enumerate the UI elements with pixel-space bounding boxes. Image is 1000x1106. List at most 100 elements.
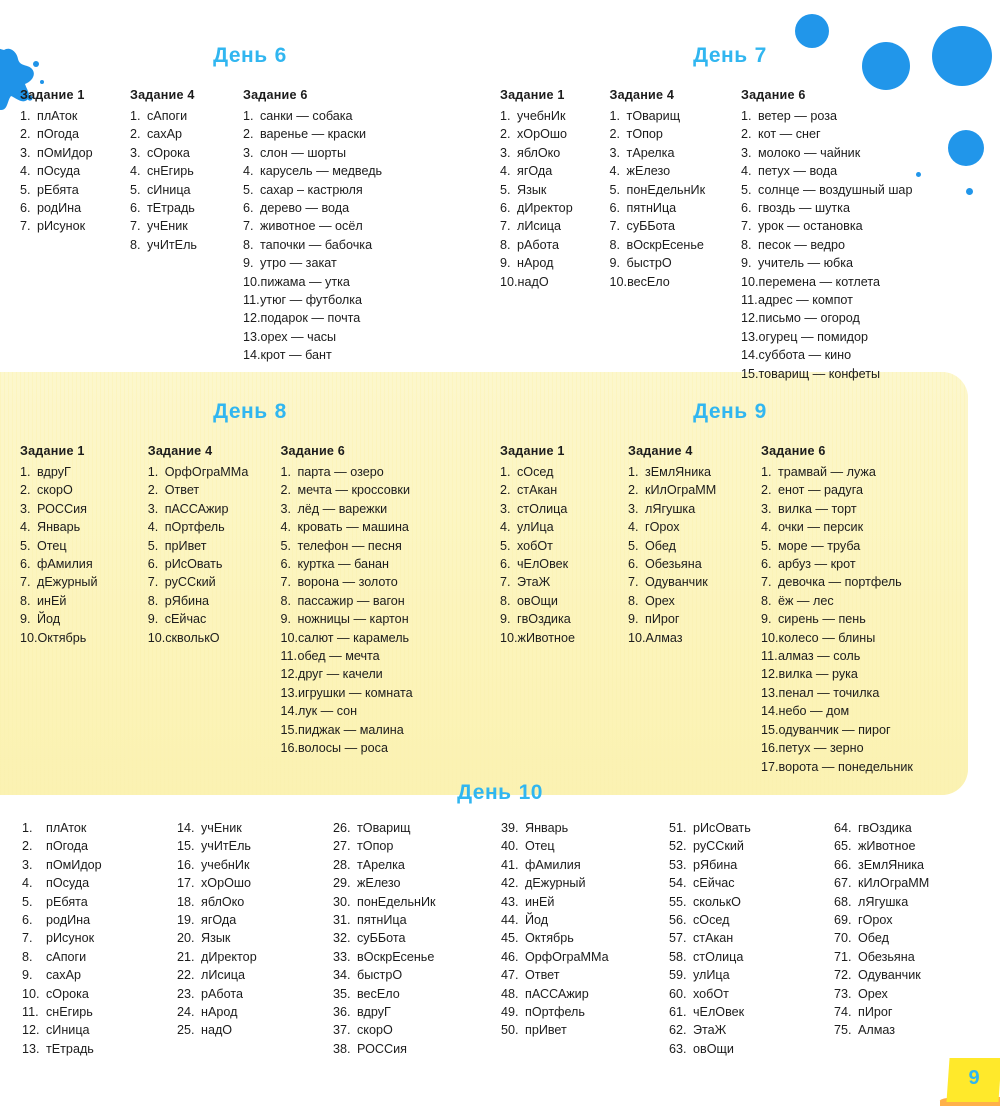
- list-item: 15. учИтЕль: [177, 839, 251, 854]
- list-item: 4. жЕлезо: [609, 164, 671, 179]
- column-heading: Задание 4: [628, 444, 693, 458]
- list-item: 24. нАрод: [177, 1005, 238, 1020]
- day-block-6: День 6 Задание 1 1. плАток 2. пОгода 3. пОмИ…: [20, 44, 490, 365]
- list-item: 3. вилка — торт: [761, 501, 857, 516]
- list-item: 17. хОрОшо: [177, 876, 251, 891]
- list-item: 20. Язык: [177, 931, 231, 946]
- list-item: 7. урок — остановка: [741, 219, 863, 234]
- list-item: 23. рАбота: [177, 986, 243, 1001]
- list-item: 7. животное — осёл: [243, 219, 363, 234]
- list-item: 49. пОртфель: [501, 1005, 585, 1020]
- list-item: 6. гвоздь — шутка: [741, 201, 850, 216]
- list-item: 14. суббота — кино: [741, 348, 852, 363]
- list-item: 64. гвОздика: [834, 821, 912, 835]
- decor-circle: [966, 188, 973, 195]
- list-item: 5. прИвет: [147, 538, 207, 553]
- list-item: 8. учИтЕль: [130, 237, 197, 252]
- day10-column-6: 64. гвОздика 65. жИвотное 66. зЕмлЯника 67.…: [834, 819, 994, 1058]
- list-item: 9. сирень — пень: [761, 612, 866, 627]
- list-item: 16. петух — зерно: [761, 741, 864, 756]
- list-item: 30. понЕдельнИк: [333, 894, 436, 909]
- decor-circle: [862, 42, 910, 90]
- list-item: 6. арбуз — крот: [761, 557, 856, 572]
- day7-column-task4: Задание 4 1. тОварищ 2. тОпор 3. тАрелка 4.…: [610, 88, 741, 383]
- list-item: 17. ворота — понедельник: [761, 759, 913, 774]
- list-item: 4. кровать — машина: [280, 520, 409, 535]
- day-title-8: День 8: [20, 400, 480, 424]
- list-item: 1. плАток: [22, 821, 87, 835]
- list-item: 14. крот — бант: [243, 348, 332, 363]
- day-title-7: День 7: [500, 44, 960, 68]
- list-item: 3. стОлица: [500, 501, 568, 516]
- list-item: 1. вдруГ: [20, 465, 71, 479]
- list-item: 8. пассажир — вагон: [280, 593, 405, 608]
- word-list: 64. гвОздика 65. жИвотное 66. зЕмлЯника 67.…: [834, 819, 994, 1040]
- list-item: 57. стАкан: [669, 931, 734, 946]
- list-item: 8. ёж — лес: [761, 593, 834, 608]
- list-item: 27. тОпор: [333, 839, 394, 854]
- list-item: 9. нАрод: [500, 256, 554, 271]
- list-item: 26. тОварищ: [333, 821, 411, 835]
- list-item: 73. Орех: [834, 986, 888, 1001]
- list-item: 35. весЕло: [333, 986, 400, 1001]
- list-item: 12. сИница: [22, 1023, 90, 1038]
- list-item: 69. гОрох: [834, 913, 893, 928]
- list-item: 8. рАбота: [500, 237, 559, 252]
- list-item: 1. сАпоги: [130, 109, 188, 123]
- column-heading: Задание 1: [20, 88, 85, 102]
- list-item: 7. суББота: [609, 219, 676, 234]
- list-item: 3. пОмИдор: [22, 857, 102, 872]
- word-list: 1. ветер — роза 2. кот — снег 3. молоко — ч…: [741, 107, 980, 383]
- word-list: 26. тОварищ 27. тОпор 28. тАрелка 29. жЕлезо…: [333, 819, 501, 1058]
- list-item: 6. Обезьяна: [628, 557, 702, 572]
- list-item: 68. лЯгушка: [834, 894, 909, 909]
- day-title-9: День 9: [500, 400, 960, 424]
- word-list: 1. вдруГ 2. скорО 3. РОССия 4. Январь 5. Отец…: [20, 463, 148, 647]
- list-item: 37. скорО: [333, 1023, 393, 1038]
- list-item: 2. кот — снег: [741, 127, 821, 142]
- list-item: 11. алмаз — соль: [761, 649, 861, 664]
- list-item: 48. пАССАжир: [501, 986, 589, 1001]
- list-item: 2. варенье — краски: [243, 127, 367, 142]
- list-item: 5. Язык: [500, 182, 547, 197]
- list-item: 7. руССкий: [147, 575, 216, 590]
- list-item: 9. гвОздика: [500, 612, 571, 627]
- day10-column-5: 51. рИсОвать 52. руССкий 53. рЯбина 54. сЕйч…: [669, 819, 834, 1058]
- list-item: 4. пОртфель: [147, 520, 225, 535]
- list-item: 15. одуванчик — пирог: [761, 722, 891, 737]
- list-item: 7. ворона — золото: [280, 575, 398, 590]
- list-item: 10. колесо — блины: [761, 630, 876, 645]
- decor-circle: [916, 172, 921, 177]
- column-heading: Задание 1: [20, 444, 85, 458]
- list-item: 3. пОмИдор: [20, 145, 93, 160]
- list-item: 63. овОщи: [669, 1041, 734, 1056]
- list-item: 4. пОсуда: [22, 876, 90, 891]
- list-item: 10. надО: [500, 274, 549, 289]
- list-item: 7. дЕжурный: [20, 575, 98, 590]
- list-item: 10. салют — карамель: [280, 630, 410, 645]
- list-item: 7. лИсица: [500, 219, 561, 234]
- list-item: 2. пОгода: [20, 127, 80, 142]
- list-item: 13. орех — часы: [243, 329, 337, 344]
- day-title-word: День: [693, 400, 748, 423]
- list-item: 4. очки — персик: [761, 520, 864, 535]
- list-item: 2. скорО: [20, 483, 73, 498]
- list-item: 1. плАток: [20, 109, 78, 123]
- list-item: 12. письмо — огород: [741, 311, 860, 326]
- day-title-word: День: [213, 400, 268, 423]
- list-item: 9. утро — закат: [243, 256, 337, 271]
- list-item: 56. сОсед: [669, 913, 730, 928]
- word-list: 1. плАток 2. пОгода 3. пОмИдор 4. пОсуда 5. р…: [22, 819, 177, 1058]
- list-item: 1. санки — собака: [243, 109, 353, 123]
- list-item: 3. РОССия: [20, 501, 87, 516]
- list-item: 7. Одуванчик: [628, 575, 708, 590]
- list-item: 47. Ответ: [501, 968, 560, 983]
- list-item: 11. адрес — компот: [741, 293, 853, 308]
- column-heading: Задание 4: [147, 444, 213, 458]
- day10-column-4: 39. Январь 40. Отец 41. фАмилия 42. дЕжурный…: [501, 819, 669, 1058]
- day8-column-task4: Задание 4 1. ОрфОграММа 2. Ответ 3. пАССАжи…: [148, 444, 281, 758]
- day-title-number: 10: [518, 781, 543, 804]
- decor-circle: [932, 26, 992, 86]
- list-item: 62. ЭтаЖ: [669, 1023, 727, 1038]
- word-list: 1. трамвай — лужа 2. енот — радуга 3. вилка…: [761, 463, 976, 776]
